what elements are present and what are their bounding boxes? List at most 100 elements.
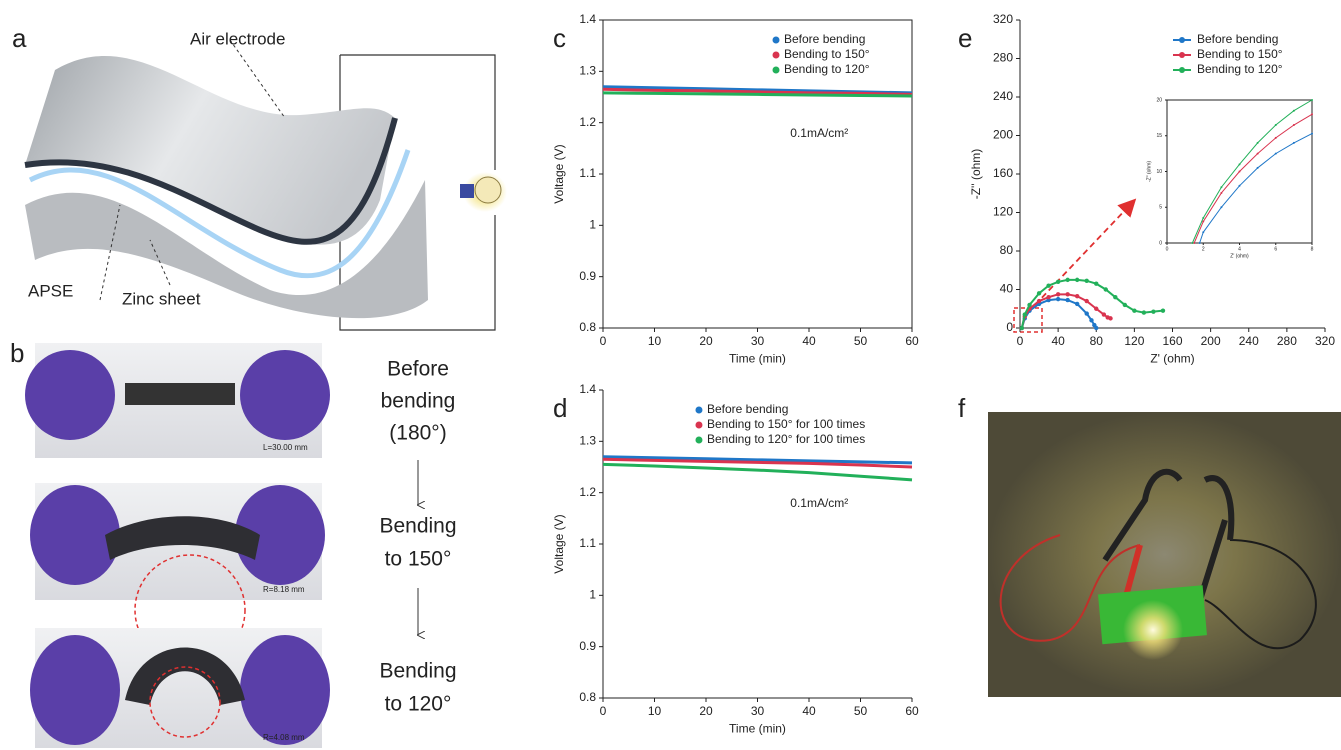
schematic	[24, 39, 507, 331]
data-point	[1094, 325, 1099, 331]
legend-label: Bending to 150° for 100 times	[707, 417, 865, 431]
data-point	[1193, 242, 1196, 244]
panel-label: b	[10, 338, 24, 368]
step-text: Bending	[379, 515, 456, 538]
data-point	[1074, 277, 1080, 283]
data-point	[1238, 184, 1241, 187]
data-point	[1151, 309, 1156, 314]
legend-label: Bending to 150°	[784, 47, 870, 61]
legend-label: Bending to 120° for 100 times	[707, 432, 865, 446]
x-tick-label: 80	[1090, 334, 1104, 348]
x-tick-label: 50	[854, 334, 868, 348]
panel-label: c	[553, 23, 566, 53]
data-point	[1036, 298, 1042, 304]
x-tick-label: 10	[648, 704, 662, 718]
data-point	[1027, 302, 1032, 308]
data-point	[1084, 278, 1089, 284]
y-tick-label: 1.1	[579, 536, 596, 550]
y-tick-label: 320	[993, 12, 1013, 26]
annotation: 0.1mA/cm²	[790, 126, 848, 140]
data-point	[1065, 297, 1070, 303]
data-point	[1311, 99, 1313, 101]
y-axis-label: Voltage (V)	[552, 514, 566, 573]
legend-marker	[772, 36, 780, 44]
step-text: bending	[381, 390, 456, 413]
photo-label: L=30.00 mm	[263, 443, 308, 452]
x-tick-label: 10	[648, 334, 662, 348]
x-axis-label: Z' (ohm)	[1230, 253, 1249, 259]
legend-marker	[772, 51, 780, 59]
x-tick-label: 160	[1162, 334, 1182, 348]
data-point	[1191, 242, 1194, 244]
step-text: (180°)	[389, 422, 446, 445]
data-point	[1274, 152, 1277, 155]
legend-marker	[1179, 67, 1185, 73]
x-tick-label: 20	[699, 334, 713, 348]
series-line	[1193, 113, 1313, 244]
y-tick-label: 1.4	[579, 12, 596, 26]
y-tick-label: 120	[993, 205, 1013, 219]
x-tick-label: 240	[1239, 334, 1259, 348]
panel-label: d	[553, 393, 567, 423]
x-axis-label: Time (min)	[729, 721, 786, 735]
y-tick-label: 0.9	[579, 639, 596, 653]
x-tick-label: 60	[905, 704, 919, 718]
data-point	[1220, 191, 1223, 194]
data-point	[1256, 166, 1259, 169]
x-tick-label: 30	[751, 334, 765, 348]
x-tick-label: 200	[1201, 334, 1221, 348]
y-tick-label: 280	[993, 51, 1013, 65]
series-line	[602, 87, 913, 96]
y-tick-label: 40	[1000, 282, 1014, 296]
data-point	[1220, 206, 1223, 209]
schematic-label: Air electrode	[190, 29, 285, 48]
schematic-label: Zinc sheet	[122, 289, 201, 308]
step-text: Bending	[379, 660, 456, 683]
series-line	[1199, 133, 1313, 244]
series-line	[602, 455, 913, 465]
legend-label: Bending to 120°	[1197, 62, 1283, 76]
chart: 0 5 10 15 20 0 2 4 6 8 Z' (ohm) -Z'' (ohm)	[1146, 97, 1313, 259]
data-point	[1292, 141, 1295, 144]
data-point	[1065, 277, 1070, 283]
y-tick-label: 1	[589, 218, 596, 232]
y-tick-label: 0.9	[579, 269, 596, 283]
x-tick-label: 0	[1166, 246, 1169, 252]
series-line	[602, 85, 913, 95]
y-tick-label: 0.8	[579, 690, 596, 704]
y-tick-label: 1.1	[579, 166, 596, 180]
data-point	[1103, 287, 1108, 292]
y-tick-label: 1.2	[579, 485, 596, 499]
y-tick-label: 200	[993, 128, 1013, 142]
x-tick-label: 280	[1277, 334, 1297, 348]
data-point	[1198, 242, 1201, 244]
y-tick-label: 1	[589, 588, 596, 602]
legend-marker	[695, 421, 703, 429]
data-point	[1202, 216, 1205, 219]
data-point	[1113, 295, 1118, 300]
data-point	[1055, 296, 1061, 302]
x-tick-label: 0	[600, 334, 607, 348]
x-tick-label: 320	[1315, 334, 1335, 348]
data-point	[1238, 163, 1241, 166]
legend-marker	[695, 436, 703, 444]
y-tick-label: 0	[1159, 240, 1162, 246]
data-point	[1274, 136, 1277, 139]
legend-label: Before bending	[784, 32, 865, 46]
x-axis-label: Z' (ohm)	[1150, 351, 1194, 365]
data-point	[1256, 152, 1259, 155]
zoom-marker	[1013, 198, 1137, 333]
x-tick-label: 60	[905, 334, 919, 348]
x-tick-label: 50	[854, 704, 868, 718]
data-point	[1094, 281, 1099, 286]
data-point	[1019, 325, 1025, 331]
data-point	[1055, 292, 1061, 297]
data-point	[1160, 308, 1166, 313]
legend-label: Before bending	[707, 402, 788, 416]
data-point	[1046, 283, 1051, 288]
data-point	[1292, 124, 1295, 127]
data-point	[1022, 312, 1027, 317]
x-tick-label: 20	[699, 704, 713, 718]
y-axis-label: -Z'' (ohm)	[1146, 161, 1152, 182]
